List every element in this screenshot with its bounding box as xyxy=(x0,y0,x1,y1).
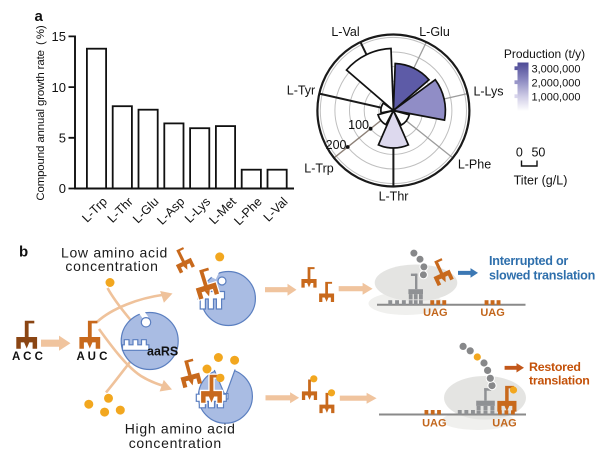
svg-text:L-Lys: L-Lys xyxy=(182,195,213,226)
svg-text:3,000,000: 3,000,000 xyxy=(532,63,581,75)
svg-text:concentration: concentration xyxy=(65,258,158,274)
svg-text:UAG: UAG xyxy=(492,418,516,430)
svg-text:L-Thr: L-Thr xyxy=(105,195,136,226)
svg-text:L-Lys: L-Lys xyxy=(473,85,503,99)
svg-text:100: 100 xyxy=(348,118,369,132)
svg-text:2,000,000: 2,000,000 xyxy=(532,77,581,89)
svg-text:Restored: Restored xyxy=(529,360,581,374)
svg-text:5: 5 xyxy=(59,131,66,146)
svg-text:Titer (g/L): Titer (g/L) xyxy=(514,174,568,188)
svg-text:50: 50 xyxy=(531,145,545,159)
svg-text:1,000,000: 1,000,000 xyxy=(532,91,581,103)
svg-text:L-Asp: L-Asp xyxy=(154,195,187,228)
svg-text:UAG: UAG xyxy=(423,307,447,319)
svg-text:Production (t/y): Production (t/y) xyxy=(504,47,585,61)
svg-text:10: 10 xyxy=(52,80,66,95)
svg-text:L-Tyr: L-Tyr xyxy=(287,84,315,98)
svg-text:L-Trp: L-Trp xyxy=(304,162,333,176)
svg-text:Compound annual growth rate (%: Compound annual growth rate (%) xyxy=(35,23,47,200)
svg-text:L-Val: L-Val xyxy=(331,25,359,39)
svg-text:concentration: concentration xyxy=(129,435,222,451)
svg-text:0: 0 xyxy=(59,181,66,196)
svg-text:L-Val: L-Val xyxy=(261,195,291,225)
svg-text:UAG: UAG xyxy=(422,418,446,430)
svg-text:High amino acid: High amino acid xyxy=(125,420,236,436)
svg-text:15: 15 xyxy=(52,29,66,44)
svg-text:a: a xyxy=(35,8,44,25)
svg-text:Low amino acid: Low amino acid xyxy=(61,245,168,261)
svg-text:Interrupted or: Interrupted or xyxy=(489,254,568,268)
svg-text:A U C: A U C xyxy=(77,351,108,363)
svg-text:UAG: UAG xyxy=(480,307,504,319)
svg-text:200: 200 xyxy=(326,138,347,152)
svg-text:A C C: A C C xyxy=(12,351,43,363)
svg-text:L-Phe: L-Phe xyxy=(458,158,491,172)
svg-text:L-Glu: L-Glu xyxy=(419,25,450,39)
svg-text:L-Phe: L-Phe xyxy=(231,195,265,229)
svg-text:0: 0 xyxy=(516,145,523,159)
svg-text:translation: translation xyxy=(529,373,590,387)
svg-text:aaRS: aaRS xyxy=(147,344,178,358)
svg-text:b: b xyxy=(19,244,28,261)
svg-text:slowed translation: slowed translation xyxy=(489,269,595,283)
svg-text:L-Trp: L-Trp xyxy=(79,195,110,226)
svg-text:L-Thr: L-Thr xyxy=(379,190,409,204)
